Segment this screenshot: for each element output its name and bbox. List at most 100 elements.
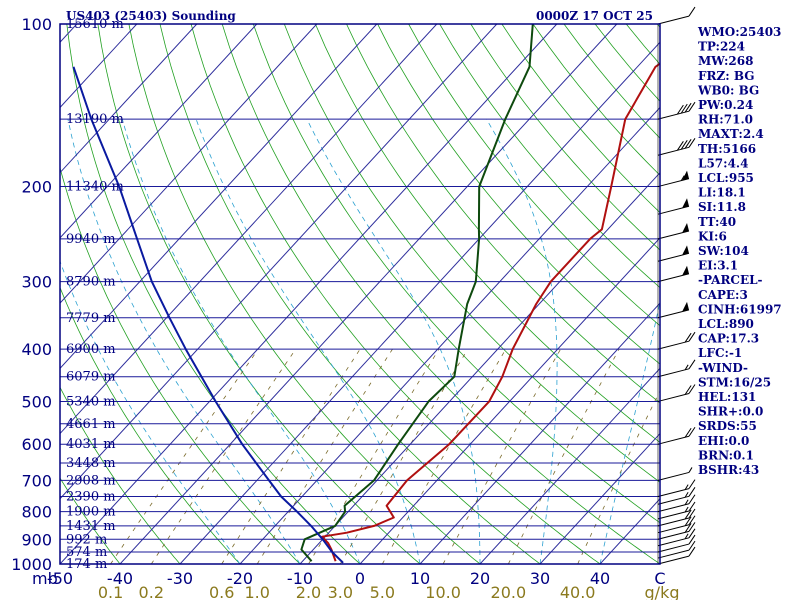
trace-layer bbox=[72, 24, 660, 564]
wind-barb-staff bbox=[657, 537, 690, 547]
sounding-index: L57:4.4 bbox=[698, 156, 748, 170]
mixing-ratio-tick-label: 5.0 bbox=[370, 583, 395, 600]
wind-barb-flag bbox=[676, 141, 684, 151]
temperature-tick-label: -30 bbox=[167, 569, 193, 588]
wind-barb bbox=[657, 508, 696, 527]
wind-barb-staff bbox=[657, 530, 690, 540]
sounding-index: TP:224 bbox=[698, 40, 745, 54]
wind-barb-half-flag bbox=[684, 506, 689, 513]
wind-barb-half-flag bbox=[688, 467, 693, 473]
height-label: 3448 m bbox=[66, 456, 116, 471]
wind-barb-flag bbox=[688, 487, 696, 497]
pressure-tick-label: 900 bbox=[21, 530, 52, 549]
height-label: 4661 m bbox=[66, 417, 116, 432]
pressure-tick-label: 200 bbox=[21, 178, 52, 197]
isotherm bbox=[60, 24, 378, 370]
wind-barb-staff bbox=[657, 15, 690, 25]
sounding-index: FRZ: BG bbox=[698, 69, 754, 83]
height-label: 13190 m bbox=[66, 112, 124, 127]
wind-barb-flag bbox=[688, 501, 696, 512]
sounding-index: LI:18.1 bbox=[698, 186, 746, 200]
isotherm bbox=[539, 432, 660, 564]
wind-barb-flag bbox=[684, 523, 692, 533]
wind-barb-staff bbox=[657, 340, 690, 350]
height-label: 4031 m bbox=[66, 437, 116, 452]
height-label: 5340 m bbox=[66, 394, 116, 409]
wind-barb-half-flag bbox=[684, 484, 689, 490]
height-label: 7779 m bbox=[66, 311, 116, 326]
wind-barb-flag bbox=[688, 101, 696, 112]
height-label: 1431 m bbox=[66, 519, 116, 534]
wind-barb-flag bbox=[684, 385, 692, 395]
sounding-index: LCL:955 bbox=[698, 171, 754, 185]
isotherm bbox=[60, 24, 198, 174]
sounding-index: PW:0.24 bbox=[698, 98, 753, 112]
wind-barb-flag bbox=[684, 102, 692, 113]
temperature-tick-label: -20 bbox=[227, 569, 253, 588]
isotherm bbox=[359, 237, 660, 564]
mixing-ratio-tick-label: 20.0 bbox=[491, 583, 527, 600]
wind-barb-staff bbox=[657, 488, 690, 498]
wind-barb-flag bbox=[684, 332, 692, 343]
isotherm bbox=[60, 24, 558, 564]
plot-frame bbox=[59, 23, 661, 565]
wind-barb-flag bbox=[688, 546, 696, 557]
pressure-tick-label: 100 bbox=[21, 15, 52, 34]
wind-barb bbox=[657, 101, 696, 120]
isotherm bbox=[60, 24, 438, 435]
temperature-tick-label: -10 bbox=[287, 569, 313, 588]
height-label: 11340 m bbox=[66, 180, 124, 195]
sounding-index: HEL:131 bbox=[698, 390, 756, 404]
wind-barb-flag bbox=[688, 359, 696, 370]
wind-barb-flag bbox=[688, 427, 696, 437]
wind-barb bbox=[657, 427, 696, 445]
temperature-tick-label: 0 bbox=[355, 569, 365, 588]
mixing-ratio-tick-label: 2.0 bbox=[296, 583, 321, 600]
sounding-index: MAXT:2.4 bbox=[698, 127, 764, 141]
pressure-tick-label: 300 bbox=[21, 273, 52, 292]
wind-barb-staff bbox=[657, 110, 690, 120]
height-label: 2908 m bbox=[66, 473, 116, 488]
sounding-index: CAPE:3 bbox=[698, 288, 748, 302]
sounding-index: STM:16/25 bbox=[698, 375, 771, 389]
pressure-tick-label: 800 bbox=[21, 503, 52, 522]
temperature-trace bbox=[321, 62, 660, 562]
wind-barb-flag bbox=[688, 331, 696, 342]
wind-barb-flag bbox=[684, 427, 692, 438]
sounding-index: SRDS:55 bbox=[698, 419, 757, 433]
temperature-tick-label: C bbox=[654, 569, 665, 588]
wind-barb-flag bbox=[688, 522, 696, 532]
wind-barb-flag bbox=[688, 534, 696, 545]
wind-barb-staff bbox=[657, 524, 690, 534]
station-title: US403 (25403) Sounding bbox=[66, 9, 236, 23]
temperature-tick-label: 20 bbox=[470, 569, 490, 588]
mixing-ratio-tick-label: 0.6 bbox=[209, 583, 234, 600]
wind-barb bbox=[657, 494, 696, 513]
mixing-ratio-unit-label: g/kg bbox=[645, 583, 680, 600]
wind-barb-staff bbox=[657, 471, 690, 481]
wind-barb-flag bbox=[688, 6, 696, 17]
isotherm bbox=[60, 24, 318, 304]
valid-time: 0000Z 17 OCT 25 bbox=[536, 9, 653, 23]
sounding-index: RH:71.0 bbox=[698, 113, 753, 127]
isotherm bbox=[479, 367, 660, 564]
wind-barb bbox=[657, 245, 690, 262]
wind-barb-staff bbox=[657, 368, 690, 378]
wind-barb bbox=[657, 479, 696, 498]
wind-barb-staff bbox=[657, 555, 690, 565]
moist-adiabat bbox=[599, 299, 660, 564]
wind-barb-pennant bbox=[682, 170, 690, 181]
sounding-index: SW:104 bbox=[698, 244, 749, 258]
wind-barb bbox=[657, 265, 690, 283]
isotherm bbox=[60, 24, 258, 239]
temperature-tick-label: -40 bbox=[107, 569, 133, 588]
temperature-tick-label: 10 bbox=[410, 569, 430, 588]
wind-barb-flag bbox=[688, 508, 696, 519]
isotherm bbox=[60, 24, 498, 500]
pressure-tick-label: 1000 bbox=[11, 555, 52, 574]
sounding-index: CINH:61997 bbox=[698, 302, 782, 316]
